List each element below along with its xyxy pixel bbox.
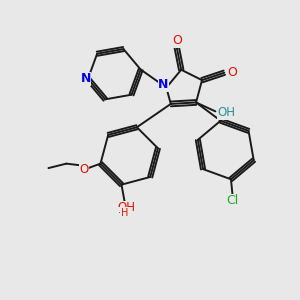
Text: O: O	[227, 66, 237, 79]
Text: N: N	[80, 72, 91, 86]
Text: O: O	[80, 163, 89, 176]
Text: Cl: Cl	[226, 194, 238, 207]
Text: N: N	[158, 78, 169, 91]
Text: O: O	[172, 34, 182, 47]
Text: OH: OH	[218, 106, 236, 119]
Text: OH: OH	[117, 201, 135, 214]
Text: ·H: ·H	[118, 208, 128, 218]
